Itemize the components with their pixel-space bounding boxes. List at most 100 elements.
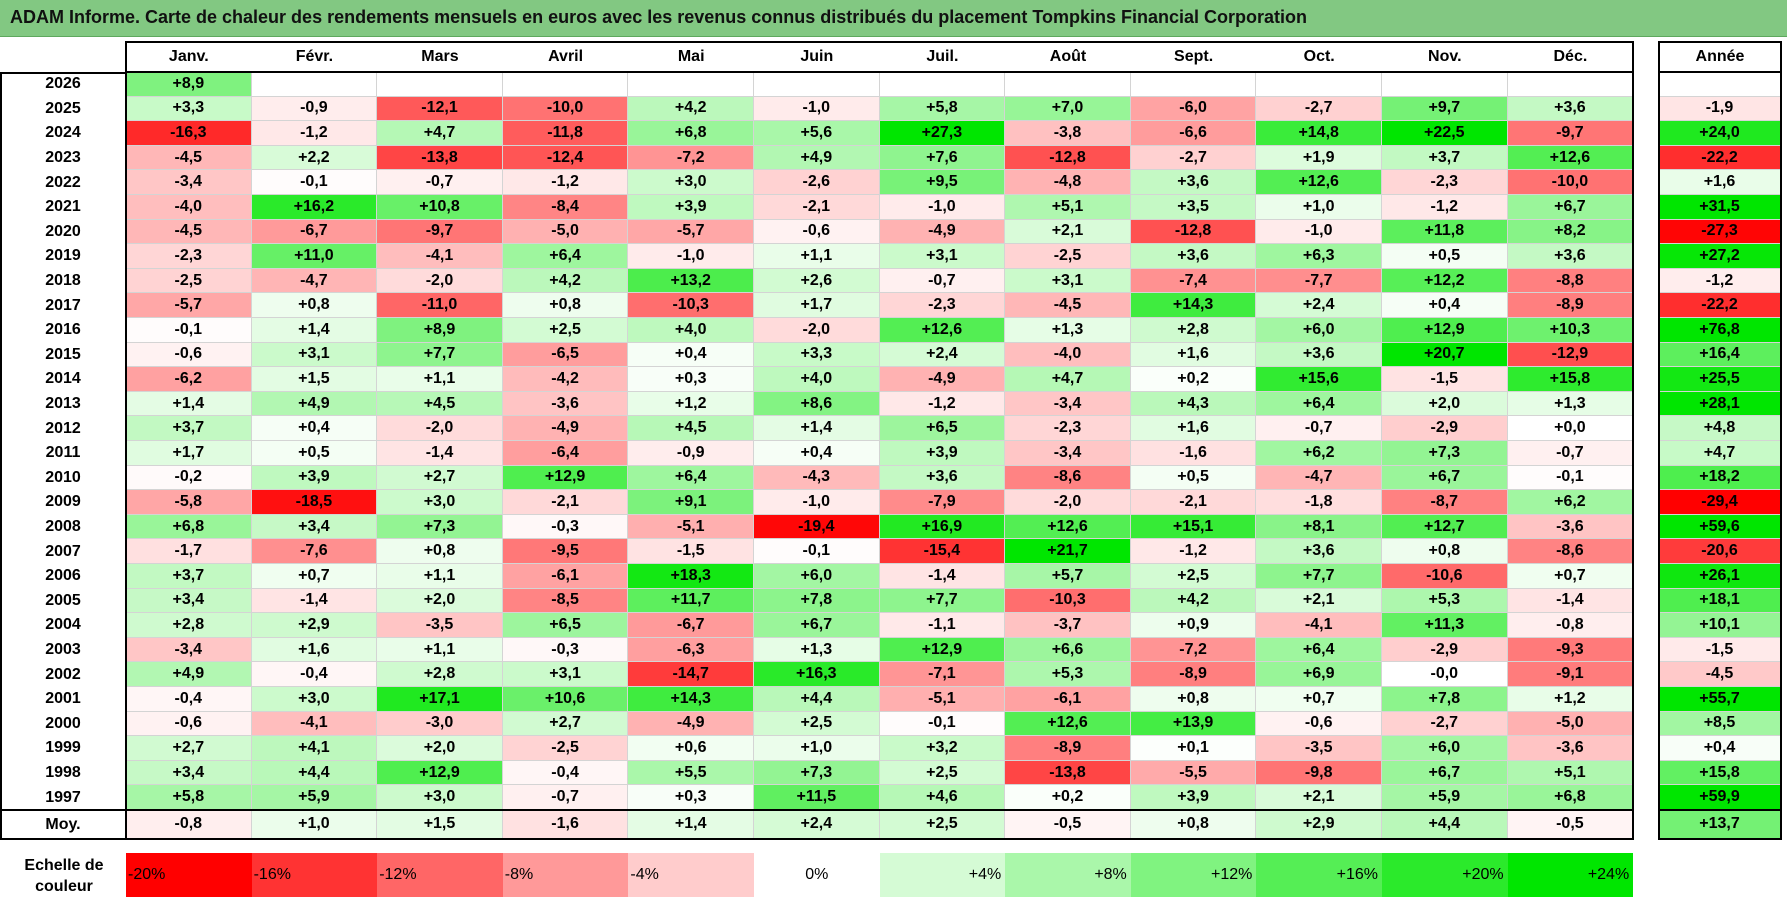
heatmap-cell: +5,1 [1507, 760, 1634, 786]
heatmap-cell: -4,8 [1005, 170, 1131, 195]
year-label: 2020 [45, 222, 81, 240]
heatmap-cell: +2,7 [502, 711, 629, 737]
heatmap-cell: -10,0 [1507, 170, 1634, 195]
heatmap-cell: +3,6 [1256, 539, 1382, 564]
year-label: 2025 [45, 99, 81, 117]
heatmap-cell: +16,2 [251, 195, 378, 220]
heatmap-cell: +1,2 [1507, 687, 1634, 712]
annual-cell: +10,1 [1659, 613, 1781, 638]
heatmap-cell: -2,7 [1382, 711, 1508, 737]
heatmap-cell: -2,5 [1005, 244, 1131, 269]
heatmap-cell: +4,2 [1130, 588, 1257, 614]
heatmap-cell: +9,1 [628, 490, 754, 515]
month-header: Mars [421, 47, 459, 65]
heatmap-cell: +12,6 [1005, 711, 1131, 737]
heatmap-cell: +6,7 [1507, 195, 1634, 220]
heatmap-cell: +1,9 [1256, 145, 1382, 171]
heatmap-cell: -1,7 [126, 539, 252, 564]
heatmap-cell: -10,6 [1382, 564, 1508, 589]
heatmap-cell: -0,1 [754, 539, 880, 564]
year-label: 2018 [45, 272, 81, 290]
year-label: 2007 [45, 542, 81, 560]
heatmap-cell: +12,6 [1256, 170, 1382, 195]
heatmap-cell: +10,8 [377, 195, 503, 220]
heatmap-cell: -1,0 [879, 195, 1006, 220]
heatmap-cell: -1,0 [1256, 219, 1382, 245]
heatmap-cell: -8,8 [1507, 268, 1634, 294]
heatmap-cell: +0,8 [502, 293, 629, 318]
heatmap-cell: +3,3 [754, 342, 880, 368]
heatmap-cell: -13,8 [377, 145, 503, 171]
heatmap-cell: +1,3 [1507, 391, 1634, 417]
heatmap-cell: -1,4 [879, 564, 1006, 589]
heatmap-cell: +6,7 [754, 613, 880, 638]
heatmap-cell: -7,6 [251, 539, 378, 564]
heatmap-cell: -10,3 [628, 293, 754, 318]
heatmap-cell [251, 72, 378, 97]
heatmap-cell: -1,2 [502, 170, 629, 195]
heatmap-cell: -1,4 [377, 441, 503, 466]
heatmap-cell: +1,2 [628, 391, 754, 417]
heatmap-cell: +1,3 [1005, 318, 1131, 343]
heatmap-cell: -18,5 [251, 490, 378, 515]
heatmap-cell: -5,0 [1507, 711, 1634, 737]
average-cell: +2,4 [754, 810, 880, 839]
heatmap-cell: -4,9 [879, 367, 1006, 392]
heatmap-cell: -1,6 [1130, 441, 1257, 466]
heatmap-cell: +6,0 [754, 564, 880, 589]
heatmap-cell: -8,5 [502, 588, 629, 614]
heatmap-cell: +2,5 [754, 711, 880, 737]
heatmap-cell: +6,5 [502, 613, 629, 638]
heatmap-cell: +15,8 [1507, 367, 1634, 392]
heatmap-cell: +1,7 [754, 293, 880, 318]
heatmap-cell: +1,3 [754, 637, 880, 663]
heatmap-cell: -5,1 [879, 687, 1006, 712]
heatmap-cell: -7,4 [1130, 268, 1257, 294]
heatmap-cell: -9,3 [1507, 637, 1634, 663]
heatmap-cell: +3,0 [377, 490, 503, 515]
year-label: 2022 [45, 173, 81, 191]
heatmap-cell: +4,5 [628, 416, 754, 441]
average-cell: -0,5 [1005, 810, 1131, 839]
heatmap-cell: -5,0 [502, 219, 629, 245]
heatmap-cell [1256, 72, 1382, 97]
heatmap-cell: +17,1 [377, 687, 503, 712]
heatmap-cell: +0,4 [628, 342, 754, 368]
heatmap-cell: +2,0 [377, 736, 503, 761]
heatmap-cell: +3,0 [377, 785, 503, 810]
heatmap-cell: +7,0 [1005, 96, 1131, 122]
annual-cell: +16,4 [1659, 342, 1781, 368]
heatmap-cell: -8,7 [1382, 490, 1508, 515]
heatmap-cell: +3,6 [1130, 244, 1257, 269]
heatmap-cell: +3,1 [251, 342, 378, 368]
average-cell: +4,4 [1382, 810, 1508, 839]
heatmap-cell: -4,7 [251, 268, 378, 294]
heatmap-cell: -4,5 [1005, 293, 1131, 318]
heatmap-cell: +3,9 [1130, 785, 1257, 810]
heatmap-cell [754, 72, 880, 97]
heatmap-cell: -0,9 [628, 441, 754, 466]
heatmap-cell: +9,5 [879, 170, 1006, 195]
year-label: 2021 [45, 198, 81, 216]
heatmap-cell: -0,4 [251, 662, 378, 687]
average-cell: +0,8 [1130, 810, 1257, 839]
heatmap-cell: -1,2 [879, 391, 1006, 417]
heatmap-cell: +1,1 [377, 637, 503, 663]
heatmap-cell: +6,4 [1256, 391, 1382, 417]
annual-cell: -1,5 [1659, 637, 1781, 663]
heatmap-cell: -10,0 [502, 96, 629, 122]
month-header: Sept. [1174, 47, 1214, 65]
heatmap-cell: +5,9 [1382, 785, 1508, 810]
month-header: Janv. [168, 47, 209, 65]
heatmap-cell: +0,1 [1130, 736, 1257, 761]
heatmap-cell: +8,1 [1256, 514, 1382, 540]
heatmap-cell: +4,4 [251, 760, 378, 786]
heatmap-cell: +6,5 [879, 416, 1006, 441]
heatmap-cell: +12,9 [377, 760, 503, 786]
year-column-header: Année [1695, 47, 1745, 65]
annual-cell: +27,2 [1659, 244, 1781, 269]
heatmap-cell: -6,4 [502, 441, 629, 466]
heatmap-cell: +4,0 [754, 367, 880, 392]
heatmap-cell: +3,0 [251, 687, 378, 712]
heatmap-cell: +5,5 [628, 760, 754, 786]
